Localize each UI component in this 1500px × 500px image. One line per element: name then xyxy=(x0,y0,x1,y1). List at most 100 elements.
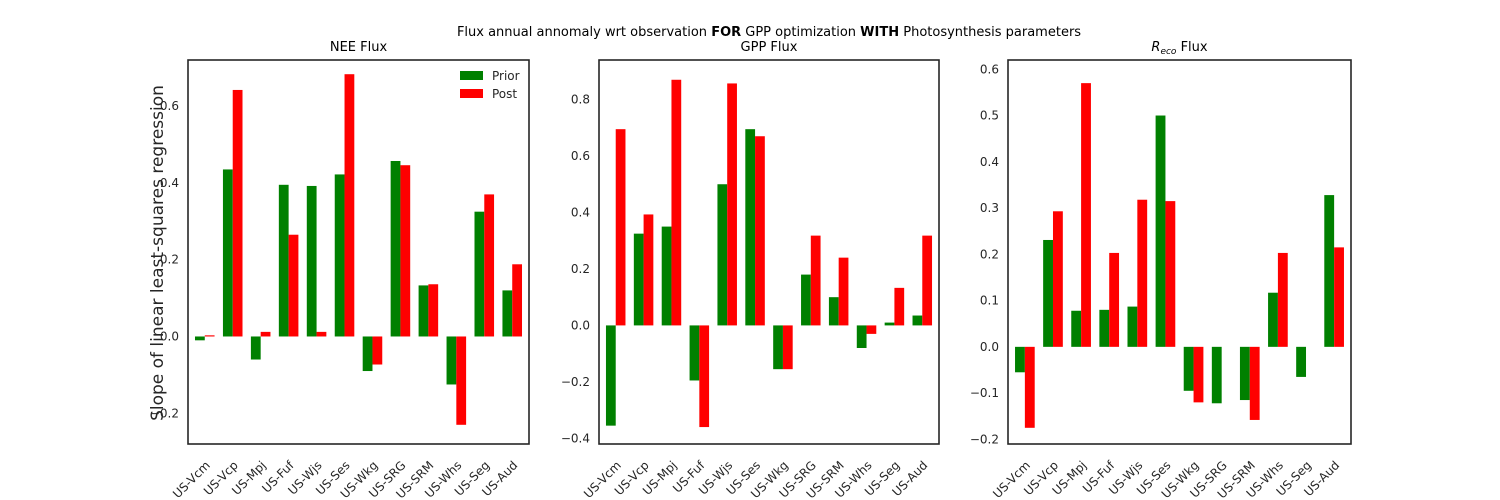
bar-prior-us-vcm xyxy=(605,325,616,426)
y-tick-label: 0.4 xyxy=(571,205,590,219)
bar-prior-us-fuf xyxy=(1099,309,1110,347)
y-tick-label: −0.2 xyxy=(970,432,999,446)
bar-post-us-fuf xyxy=(1109,252,1120,347)
legend-swatch-post xyxy=(460,89,483,98)
y-tick-label: 0.4 xyxy=(160,176,179,190)
y-tick-label: 0.2 xyxy=(980,247,999,261)
y-tick-label: 0.5 xyxy=(980,109,999,123)
bar-prior-us-mpj xyxy=(250,336,261,360)
bar-post-us-aud xyxy=(1334,247,1344,347)
bar-prior-us-fuf xyxy=(689,325,700,381)
bar-prior-us-wjs xyxy=(1127,306,1138,347)
suptitle-part: FOR xyxy=(711,25,741,40)
suptitle-part: GPP optimization xyxy=(741,25,860,40)
bar-prior-us-ses xyxy=(1155,115,1166,347)
bar-post-us-mpj xyxy=(260,331,271,337)
bar-post-us-srg xyxy=(400,165,411,337)
panel-3: −0.2−0.10.00.10.20.30.40.50.6US-VcmUS-Vc… xyxy=(970,40,1352,500)
plot-frame xyxy=(1007,59,1352,445)
plot-frame xyxy=(187,59,530,445)
bar-prior-us-aud xyxy=(502,290,513,337)
panel-2: −0.4−0.20.00.20.40.60.8US-VcmUS-VcpUS-Mp… xyxy=(561,40,940,500)
bar-post-us-srm xyxy=(428,284,439,337)
bar-post-us-whs xyxy=(866,325,877,334)
bar-prior-us-wjs xyxy=(306,185,317,337)
bar-post-us-vcm xyxy=(1024,346,1035,428)
legend-label-post: Post xyxy=(492,87,517,101)
bar-prior-us-aud xyxy=(1324,195,1335,347)
bar-prior-us-srg xyxy=(390,160,401,337)
y-axis-label: Slope of linear least-squares regression xyxy=(148,85,168,421)
y-tick-label: 0.2 xyxy=(160,253,179,267)
y-tick-label: 0.6 xyxy=(571,149,590,163)
panel-title: Reco Flux xyxy=(1151,40,1208,57)
bar-prior-us-srm xyxy=(828,297,839,326)
bar-prior-us-ses xyxy=(334,174,345,337)
bar-prior-us-aud xyxy=(912,315,923,326)
bar-post-us-wjs xyxy=(727,83,737,326)
bar-prior-us-whs xyxy=(1268,292,1278,347)
bar-prior-us-fuf xyxy=(278,184,289,337)
bar-prior-us-vcp xyxy=(222,169,233,337)
bar-prior-us-ses xyxy=(745,129,756,326)
bar-prior-us-vcm xyxy=(1015,346,1025,373)
bar-post-us-vcm xyxy=(615,129,626,326)
bar-prior-us-seg xyxy=(474,211,485,337)
bar-prior-us-seg xyxy=(1296,346,1307,377)
bar-prior-us-mpj xyxy=(661,226,672,326)
bar-post-us-fuf xyxy=(288,234,299,337)
legend: Prior Post xyxy=(460,69,520,101)
bar-post-us-aud xyxy=(922,235,933,326)
y-tick-label: 0.4 xyxy=(980,155,999,169)
suptitle-part: Flux annual annomaly wrt observation xyxy=(457,25,711,40)
bar-post-us-wjs xyxy=(316,331,327,337)
bar-post-us-whs xyxy=(1277,252,1288,347)
bar-post-us-vcm xyxy=(204,335,215,337)
bar-post-us-mpj xyxy=(1081,83,1091,347)
bar-prior-us-whs xyxy=(856,325,867,348)
bar-post-us-wkg xyxy=(782,325,793,370)
y-tick-label: 0.0 xyxy=(160,329,179,343)
y-tick-label: 0.3 xyxy=(980,201,999,215)
bar-post-us-wkg xyxy=(1193,346,1204,403)
bar-prior-us-srg xyxy=(1211,346,1222,404)
bar-prior-us-wkg xyxy=(773,325,783,370)
panel-title: NEE Flux xyxy=(330,40,388,55)
bar-prior-us-mpj xyxy=(1071,310,1082,347)
y-tick-label: 0.0 xyxy=(980,340,999,354)
bar-post-us-ses xyxy=(344,74,355,337)
y-tick-label: −0.2 xyxy=(561,375,590,389)
legend-swatch-prior xyxy=(460,71,483,80)
bar-post-us-seg xyxy=(894,287,905,326)
y-tick-label: −0.1 xyxy=(970,386,999,400)
plot-frame xyxy=(598,59,940,445)
bar-prior-us-srg xyxy=(801,274,811,326)
bar-post-us-vcp xyxy=(643,214,654,326)
bar-post-us-vcp xyxy=(1052,211,1063,347)
suptitle-part: WITH xyxy=(860,25,899,40)
bar-post-us-srm xyxy=(838,257,849,326)
bar-post-us-vcp xyxy=(232,89,243,337)
bar-prior-us-vcp xyxy=(633,233,644,326)
bar-prior-us-whs xyxy=(446,336,457,385)
y-tick-label: −0.2 xyxy=(150,406,179,420)
bar-post-us-seg xyxy=(484,194,495,337)
panel-title: GPP Flux xyxy=(741,40,798,55)
y-tick-label: −0.4 xyxy=(561,431,590,445)
bar-prior-us-seg xyxy=(884,322,895,326)
bar-post-us-wjs xyxy=(1137,199,1148,347)
bar-post-us-wkg xyxy=(372,336,383,365)
bar-post-us-whs xyxy=(456,336,467,425)
bar-post-us-srg xyxy=(810,235,821,326)
bar-prior-us-vcp xyxy=(1043,239,1053,347)
bar-post-us-srm xyxy=(1249,346,1260,420)
y-tick-label: 0.1 xyxy=(980,294,999,308)
bar-post-us-ses xyxy=(755,136,765,326)
y-tick-label: 0.8 xyxy=(571,93,590,107)
bar-prior-us-srm xyxy=(1239,346,1250,401)
bar-prior-us-wkg xyxy=(362,336,373,372)
figure-suptitle: Flux annual annomaly wrt observation FOR… xyxy=(457,25,1081,40)
y-tick-label: 0.0 xyxy=(571,318,590,332)
bar-post-us-ses xyxy=(1165,201,1176,347)
